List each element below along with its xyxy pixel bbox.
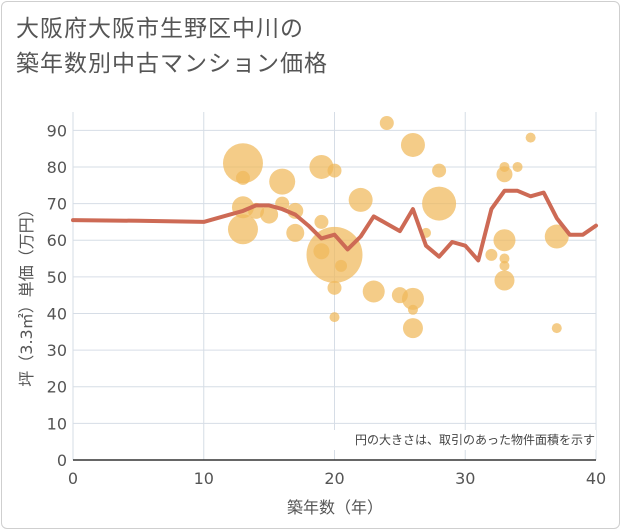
y-tick-label: 50 xyxy=(47,268,67,287)
data-bubble xyxy=(422,186,457,221)
y-tick-label: 10 xyxy=(47,414,67,433)
data-bubble xyxy=(402,318,423,339)
data-bubble xyxy=(309,154,334,179)
y-tick-label: 20 xyxy=(47,378,67,397)
bubble-layer xyxy=(222,115,569,339)
data-bubble xyxy=(407,304,418,315)
trend-line-layer xyxy=(71,188,598,263)
y-tick-label: 90 xyxy=(47,121,67,140)
data-bubble xyxy=(313,243,330,260)
data-bubble xyxy=(493,229,516,252)
bubble-size-note: 円の大きさは、取引のあった物件面積を示す xyxy=(355,432,595,447)
data-bubble xyxy=(329,312,340,323)
y-tick-label: 30 xyxy=(47,341,67,360)
average-price-line xyxy=(71,188,598,263)
data-bubble xyxy=(260,205,279,224)
data-bubble xyxy=(227,214,258,245)
data-bubble xyxy=(379,115,394,130)
data-bubble xyxy=(494,270,515,291)
data-bubble xyxy=(391,287,408,304)
data-bubble xyxy=(485,248,498,261)
y-tick-label: 40 xyxy=(47,304,67,323)
data-bubble xyxy=(432,163,447,178)
data-bubble xyxy=(269,168,296,195)
data-bubble xyxy=(525,132,536,143)
y-tick-label: 60 xyxy=(47,231,67,250)
x-tick-label: 10 xyxy=(194,469,214,488)
data-bubble xyxy=(400,132,425,157)
chart-title-line2: 築年数別中古マンション価格 xyxy=(16,51,328,77)
data-bubble xyxy=(496,166,513,183)
data-bubble xyxy=(551,323,562,334)
data-bubble xyxy=(327,163,342,178)
data-bubble xyxy=(499,260,510,271)
x-tick-label: 0 xyxy=(68,469,78,488)
data-bubble xyxy=(327,280,342,295)
data-bubble xyxy=(335,259,348,272)
data-bubble xyxy=(348,187,373,212)
x-tick-label: 20 xyxy=(324,469,344,488)
x-tick-label: 30 xyxy=(455,469,475,488)
axis-layer: 0 10 20 30 40 50 60 70 80 90 0 10 20 30 40 xyxy=(47,121,607,488)
data-bubble xyxy=(286,223,305,242)
y-tick-label: 80 xyxy=(47,158,67,177)
data-bubble xyxy=(306,226,363,283)
data-bubble xyxy=(512,161,523,172)
data-bubble xyxy=(314,214,329,229)
data-bubble xyxy=(222,143,263,184)
x-axis-label: 築年数（年） xyxy=(287,498,383,517)
y-tick-label: 0 xyxy=(57,451,67,470)
data-bubble xyxy=(362,280,385,303)
chart-title: 大阪府大阪市生野区中川の 築年数別中古マンション価格 xyxy=(16,12,328,82)
note-background xyxy=(316,430,596,450)
chart-title-line1: 大阪府大阪市生野区中川の xyxy=(16,16,304,42)
data-bubble xyxy=(544,224,569,249)
data-bubble xyxy=(499,161,510,172)
y-tick-label: 70 xyxy=(47,195,67,214)
x-tick-label: 40 xyxy=(586,469,606,488)
data-bubble xyxy=(235,170,250,185)
y-axis-label: 坪（3.3㎡）単価（万円） xyxy=(17,201,36,386)
data-bubble xyxy=(499,253,510,264)
